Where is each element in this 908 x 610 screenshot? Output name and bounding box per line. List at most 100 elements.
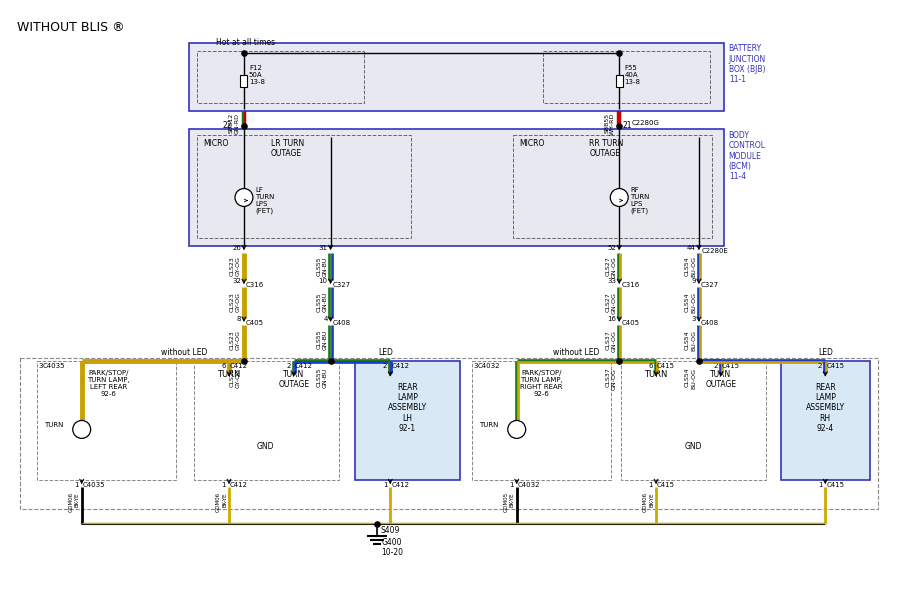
Text: C4035: C4035	[83, 482, 105, 488]
Text: 26: 26	[232, 245, 241, 251]
Text: GY-OG: GY-OG	[236, 330, 241, 350]
Text: GN-OG: GN-OG	[611, 368, 617, 390]
Text: without LED: without LED	[553, 348, 599, 357]
Text: GDM06: GDM06	[69, 492, 74, 512]
Text: TURN: TURN	[217, 370, 241, 379]
Text: 4: 4	[323, 316, 328, 322]
Text: GDM06: GDM06	[216, 492, 221, 512]
Text: C415: C415	[826, 482, 844, 488]
Text: REAR
LAMP
ASSEMBLY
RH
92-4: REAR LAMP ASSEMBLY RH 92-4	[805, 382, 844, 433]
Text: C412: C412	[391, 363, 410, 368]
Text: C412: C412	[295, 363, 312, 368]
Text: TURN
OUTAGE: TURN OUTAGE	[706, 370, 736, 389]
Text: GND: GND	[257, 442, 274, 451]
Text: 1: 1	[509, 482, 514, 488]
Text: 1: 1	[74, 482, 79, 488]
Text: BU-OG: BU-OG	[691, 368, 696, 389]
Text: MICRO: MICRO	[519, 138, 545, 148]
Circle shape	[73, 420, 91, 439]
Bar	[197, 51, 364, 103]
Text: F12
50A
13-8: F12 50A 13-8	[249, 65, 265, 85]
Bar	[194, 361, 339, 480]
Text: 6: 6	[222, 363, 226, 368]
Text: SBB55: SBB55	[605, 113, 609, 133]
Text: G400
10-20: G400 10-20	[381, 538, 403, 558]
Text: C415: C415	[826, 363, 844, 368]
Text: Hot at all times: Hot at all times	[216, 38, 275, 47]
Text: 3: 3	[474, 363, 479, 368]
Text: CLS37: CLS37	[606, 330, 610, 350]
Text: BK-YE: BK-YE	[509, 492, 515, 507]
Bar	[197, 135, 411, 239]
Text: CLS23: CLS23	[230, 368, 235, 387]
Text: BK-YE: BK-YE	[74, 492, 80, 507]
Text: C4032: C4032	[518, 482, 540, 488]
Text: CLS55: CLS55	[317, 256, 321, 276]
Text: LED: LED	[379, 348, 393, 357]
Text: LF
TURN
LPS
(FET): LF TURN LPS (FET)	[255, 187, 274, 214]
Text: CLS23: CLS23	[230, 292, 235, 312]
Text: GN-OG: GN-OG	[611, 330, 617, 352]
Text: C415: C415	[657, 363, 675, 368]
Text: 9: 9	[691, 278, 696, 284]
Text: GN-BU: GN-BU	[322, 330, 328, 350]
Bar	[472, 361, 611, 480]
Text: CLS37: CLS37	[606, 368, 610, 387]
Text: TURN: TURN	[44, 423, 64, 428]
Text: C415: C415	[722, 363, 740, 368]
Text: BU-OG: BU-OG	[691, 256, 696, 277]
Text: 2: 2	[383, 363, 388, 368]
Text: 2: 2	[818, 363, 823, 368]
Text: CLS54: CLS54	[685, 330, 690, 350]
Text: BODY
CONTROL
MODULE
(BCM)
11-4: BODY CONTROL MODULE (BCM) 11-4	[729, 131, 765, 181]
Text: F55
40A
13-8: F55 40A 13-8	[624, 65, 640, 85]
Text: CLS55: CLS55	[317, 292, 321, 312]
Text: 22: 22	[222, 121, 232, 131]
Text: GN-BU: GN-BU	[322, 292, 328, 312]
Text: SBB12: SBB12	[229, 113, 234, 133]
Text: C408: C408	[332, 320, 350, 326]
Bar	[241, 75, 248, 87]
Text: GY-OG: GY-OG	[236, 256, 241, 276]
Text: 1: 1	[648, 482, 653, 488]
Text: PARK/STOP/
TURN LAMP,
LEFT REAR
92-6: PARK/STOP/ TURN LAMP, LEFT REAR 92-6	[87, 370, 130, 396]
Text: 52: 52	[607, 245, 617, 251]
Text: WITHOUT BLIS ®: WITHOUT BLIS ®	[17, 21, 124, 34]
Text: CLS23: CLS23	[230, 330, 235, 350]
Text: C412: C412	[230, 482, 248, 488]
Text: 1: 1	[383, 482, 388, 488]
Bar	[20, 357, 878, 509]
Bar	[189, 129, 724, 246]
Text: CLS54: CLS54	[685, 292, 690, 312]
Text: GDM05: GDM05	[504, 492, 508, 512]
Bar	[616, 75, 623, 87]
Text: CLS54: CLS54	[685, 368, 690, 387]
Text: 16: 16	[607, 316, 617, 322]
Text: GN-RD: GN-RD	[235, 113, 240, 134]
Bar	[37, 361, 176, 480]
Text: 2: 2	[286, 363, 291, 368]
Bar	[189, 43, 724, 111]
Circle shape	[235, 188, 253, 206]
Bar	[355, 361, 460, 480]
Text: C415: C415	[657, 482, 675, 488]
Text: BK-YE: BK-YE	[649, 492, 654, 507]
Text: REAR
LAMP
ASSEMBLY
LH
92-1: REAR LAMP ASSEMBLY LH 92-1	[388, 382, 427, 433]
Text: BU-OG: BU-OG	[691, 292, 696, 313]
Text: 44: 44	[687, 245, 696, 251]
Bar	[513, 135, 712, 239]
Text: C327: C327	[701, 282, 719, 288]
Text: 2: 2	[83, 423, 86, 428]
Bar	[781, 361, 870, 480]
Text: 2: 2	[518, 423, 522, 428]
Text: GND: GND	[684, 442, 702, 451]
Text: 31: 31	[319, 245, 328, 251]
Text: GDM06: GDM06	[643, 492, 648, 512]
Text: CLS27: CLS27	[606, 292, 610, 312]
Text: C4032: C4032	[478, 363, 500, 368]
Text: C405: C405	[621, 320, 639, 326]
Text: GN-OG: GN-OG	[611, 256, 617, 278]
Text: TURN: TURN	[645, 370, 667, 379]
Text: BK-YE: BK-YE	[222, 492, 227, 507]
Text: CLS54: CLS54	[685, 256, 690, 276]
